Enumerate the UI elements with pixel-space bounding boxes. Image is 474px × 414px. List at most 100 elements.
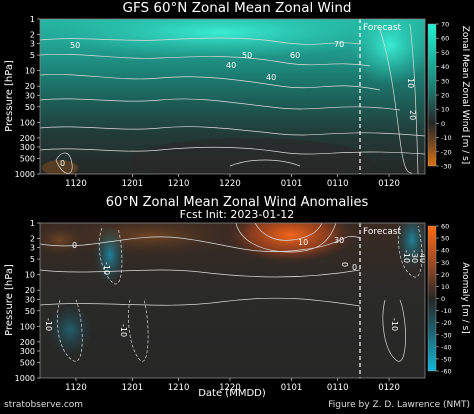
bottom-cool-lower [48, 304, 92, 356]
bottom-contour-line [382, 299, 406, 362]
y-tick-label: 20 [25, 286, 35, 295]
footer-site: stratobserve.com [4, 400, 84, 410]
x-tick-label: 1120 [65, 383, 87, 393]
bottom-contour-label: 0 [72, 241, 77, 250]
top-contour-line [40, 98, 401, 111]
x-tick-label: 1201 [122, 383, 144, 393]
bottom-contour-label: -10 [119, 324, 128, 337]
bottom-contour-line [254, 223, 323, 241]
bottom-warm-core [225, 223, 355, 263]
top-contour-line [40, 126, 425, 137]
bottom-colorbar: 60 50 40 30 20 10 0 -10 -20 -30 -40 -50 -60 Anomaly … [427, 223, 470, 376]
colorbar-tick-label: 70 [441, 21, 449, 29]
y-tick-label: 3 [30, 244, 35, 253]
top-y-axis-label: Pressure [hPa] [4, 60, 15, 132]
colorbar-tick-label: -10 [441, 307, 452, 315]
y-tick-label: 20 [25, 82, 35, 91]
bottom-contour-label: -10 [390, 318, 399, 331]
top-contour-line [409, 23, 419, 174]
colorbar-tick-label: 60 [441, 223, 449, 231]
x-tick-label: 1201 [122, 179, 144, 189]
y-tick-label: 300 [20, 143, 35, 152]
colorbar-tick-label: 10 [441, 106, 449, 114]
bottom-warm-left [40, 223, 90, 258]
colorbar-tick-label: -50 [441, 355, 452, 363]
top-contour-label: 0 [60, 159, 65, 168]
top-colorbar-label: Zonal Mean Zonal Wind [m / s] [460, 26, 470, 165]
bottom-contour-line [56, 299, 83, 362]
top-contour-line [40, 146, 425, 155]
colorbar-tick-label: -30 [441, 163, 452, 171]
bottom-contour-label: 30 [334, 236, 344, 245]
x-tick-label: 1210 [168, 383, 190, 393]
colorbar-tick-label: -40 [441, 343, 452, 351]
bottom-contour-line [40, 269, 361, 278]
top-contour-line [229, 159, 301, 167]
bottom-contour-label: 0 [352, 263, 357, 272]
x-tick-label: 0120 [378, 383, 400, 393]
y-tick-label: 200 [20, 338, 35, 347]
bottom-contour-label: -10 [44, 318, 53, 331]
colorbar-tick-label: 20 [441, 92, 449, 100]
colorbar-tick-label: 10 [441, 283, 449, 291]
top-contour-label: 40 [226, 61, 236, 70]
y-tick-label: 2 [30, 235, 35, 244]
top-contour-line [55, 152, 73, 174]
top-plot-area: 50 40 50 60 70 40 10 20 0 Forecast 12351… [4, 15, 426, 189]
bottom-forecast-label: Forecast [363, 227, 402, 237]
y-tick-label: 1000 [15, 170, 35, 179]
colorbar-tick-label: 40 [441, 247, 449, 255]
colorbar-tick-label: -30 [441, 331, 452, 339]
top-jet-core [50, 19, 390, 58]
y-tick-label: 3 [30, 40, 35, 49]
colorbar-tick-label: 30 [441, 259, 449, 267]
x-tick-label: 1220 [219, 179, 241, 189]
top-contour-label: 50 [70, 41, 80, 50]
x-tick-label: 0120 [378, 179, 400, 189]
top-contour-line [40, 74, 381, 91]
top-weak-region [130, 138, 370, 174]
colorbar-tick-label: 60 [441, 35, 449, 43]
top-colorbar-ticks: 70 60 50 40 30 20 10 0 -10 -20 -30 [436, 21, 452, 171]
colorbar-tick-label: -20 [441, 148, 452, 156]
top-jet-core-late [350, 19, 425, 85]
bottom-cool-left [94, 225, 126, 285]
bottom-contour-line [98, 227, 123, 285]
bottom-contour-line [398, 225, 423, 278]
x-tick-label: 1120 [65, 179, 87, 189]
y-tick-label: 200 [20, 134, 35, 143]
colorbar-tick-label: -10 [441, 134, 452, 142]
colorbar-tick-label: 0 [441, 120, 445, 128]
top-contour-line [40, 53, 371, 67]
top-chart-title: GFS 60°N Zonal Mean Zonal Wind [122, 0, 352, 16]
bottom-contour-line [40, 297, 361, 307]
colorbar-tick-label: 30 [441, 77, 449, 85]
top-x-ticks: 1120 1201 1210 1220 0101 0110 0120 [65, 174, 400, 189]
footer-credit: Figure by Z. D. Lawrence (NMT) [328, 400, 470, 410]
bottom-contour-label: -40 [418, 250, 427, 263]
y-tick-label: 10 [25, 67, 35, 76]
colorbar-tick-label: -60 [441, 368, 452, 376]
top-contour-label: 70 [334, 40, 344, 49]
bottom-contour-label: 10 [298, 238, 308, 247]
top-contour-line [40, 37, 361, 45]
y-tick-label: 2 [30, 31, 35, 40]
y-tick-label: 10 [25, 271, 35, 280]
bottom-x-ticks: 1120 1201 1210 1220 0101 0110 0120 [65, 378, 400, 393]
bottom-contour-line [40, 236, 361, 252]
bottom-contour-label: -30 [410, 250, 419, 263]
y-tick-label: 100 [20, 118, 35, 127]
y-tick-label: 500 [20, 154, 35, 163]
y-tick-label: 300 [20, 347, 35, 356]
y-tick-label: 5 [30, 255, 35, 264]
y-tick-label: 30 [25, 91, 35, 100]
x-tick-label: 1220 [219, 383, 241, 393]
top-forecast-label: Forecast [363, 23, 402, 33]
x-tick-label: 1210 [168, 179, 190, 189]
x-tick-label: 0101 [281, 179, 303, 189]
bottom-contour-line [128, 299, 149, 362]
top-contour-line [379, 29, 413, 174]
x-tick-label: 0110 [327, 179, 349, 189]
